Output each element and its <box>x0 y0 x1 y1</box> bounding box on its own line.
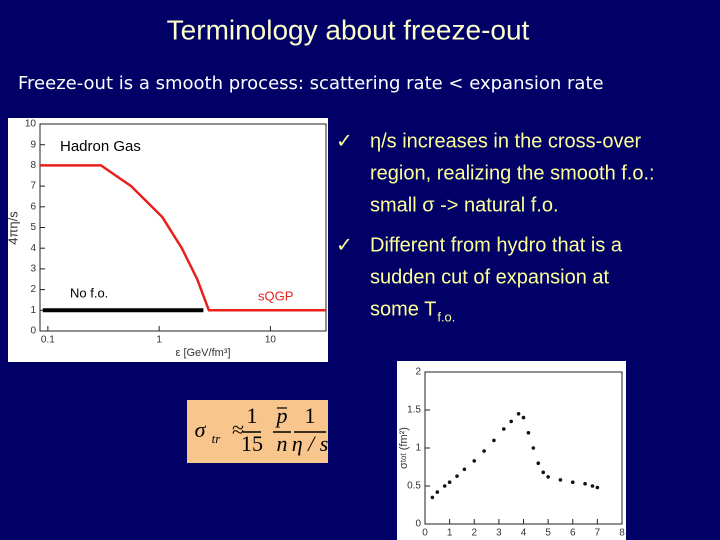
left-chart-panel <box>8 118 328 362</box>
x-tick-label: 6 <box>570 528 576 539</box>
data-point <box>442 484 447 488</box>
x-tick-label: 5 <box>545 528 551 539</box>
data-point <box>521 415 526 420</box>
bullet-line: some T <box>370 298 436 320</box>
annotation: Hadron Gas <box>60 138 141 155</box>
x-tick-label: 0.1 <box>41 335 55 346</box>
data-point <box>570 480 575 485</box>
y-axis-label-part: tot <box>399 452 408 462</box>
data-point <box>595 485 600 490</box>
y-tick-label: 1 <box>30 305 36 316</box>
bullet-subscript: f.o. <box>437 309 455 324</box>
formula-subscript: tr <box>212 431 222 446</box>
x-tick-label: 7 <box>595 528 601 539</box>
formula-num: p <box>275 403 288 428</box>
data-point <box>590 484 595 488</box>
y-tick-label: 0 <box>30 326 36 337</box>
x-tick-label: 0 <box>422 528 428 539</box>
x-tick-label: 10 <box>265 335 277 346</box>
y-tick-label: 2 <box>415 367 421 378</box>
bullet-line: Different from hydro that is a <box>370 234 623 256</box>
y-tick-label: 0.5 <box>407 481 421 492</box>
data-point <box>558 478 563 482</box>
y-tick-label: 4 <box>30 243 36 254</box>
x-tick-label: 4 <box>521 528 527 539</box>
formula-symbol: σ <box>195 417 207 442</box>
x-tick-label: 8 <box>619 528 625 539</box>
data-point <box>492 438 496 443</box>
data-point <box>536 461 541 466</box>
formula-num: 1 <box>247 403 258 428</box>
data-point <box>516 412 521 416</box>
right-chart-panel <box>397 361 626 540</box>
y-tick-label: 2 <box>30 284 36 295</box>
y-tick-label: 0 <box>415 519 421 530</box>
x-tick-label: 1 <box>156 335 162 346</box>
bullet-line: small σ -> natural f.o. <box>370 194 559 216</box>
annotation: sQGP <box>258 288 293 303</box>
data-point <box>447 480 452 485</box>
formula-den: 15 <box>241 431 263 456</box>
y-axis-label-part: σ <box>398 462 410 469</box>
bullet-mark: ✓ <box>336 130 353 152</box>
data-point <box>462 467 467 472</box>
formula-num: 1 <box>305 403 316 428</box>
data-point <box>541 470 545 475</box>
x-tick-label: 3 <box>496 528 502 539</box>
x-tick-label: 1 <box>447 528 453 539</box>
data-point <box>472 459 477 463</box>
y-tick-label: 8 <box>30 160 36 171</box>
formula-den: η / s <box>292 431 329 456</box>
y-tick-label: 6 <box>30 201 36 212</box>
data-point <box>482 449 486 453</box>
formula-den: n <box>277 431 288 456</box>
bullet-line: sudden cut of expansion at <box>370 266 610 288</box>
data-point <box>583 481 587 486</box>
data-point <box>526 431 531 435</box>
y-axis-label-part: (fm²) <box>398 427 410 450</box>
data-point <box>509 419 513 424</box>
x-axis-label: ε [GeV/fm³] <box>175 347 230 359</box>
y-tick-label: 5 <box>30 222 36 233</box>
series-line <box>40 164 326 312</box>
bullet-mark: ✓ <box>336 234 353 256</box>
data-point <box>502 427 506 431</box>
data-point <box>546 475 550 479</box>
formula-approx: ≈ <box>232 417 244 442</box>
y-tick-label: 1 <box>415 443 421 454</box>
bullet-line: η/s increases in the cross-over <box>370 130 642 152</box>
y-tick-label: 9 <box>30 139 36 150</box>
subtitle: Freeze-out is a smooth process: scatteri… <box>18 73 604 94</box>
data-point <box>430 495 435 500</box>
data-point <box>531 446 536 450</box>
x-tick-label: 2 <box>471 528 477 539</box>
bullet-line: region, realizing the smooth f.o.: <box>370 162 655 184</box>
annotation: No f.o. <box>70 285 108 300</box>
formula: σ tr ≈1 15 pn1 η / s <box>195 403 329 456</box>
y-tick-label: 10 <box>25 119 37 130</box>
y-tick-label: 1.5 <box>407 405 421 416</box>
data-point <box>435 490 440 494</box>
bullet-list: ✓ η/s increases in the cross-over region, … <box>336 130 655 324</box>
y-tick-label: 7 <box>30 181 36 192</box>
slide-title: Terminology about freeze-out <box>167 14 530 45</box>
y-tick-label: 3 <box>30 264 36 275</box>
data-point <box>455 474 459 478</box>
y-axis-label: 4πη/s <box>5 211 20 245</box>
y-axis-label: σtot (fm²) <box>398 427 410 469</box>
